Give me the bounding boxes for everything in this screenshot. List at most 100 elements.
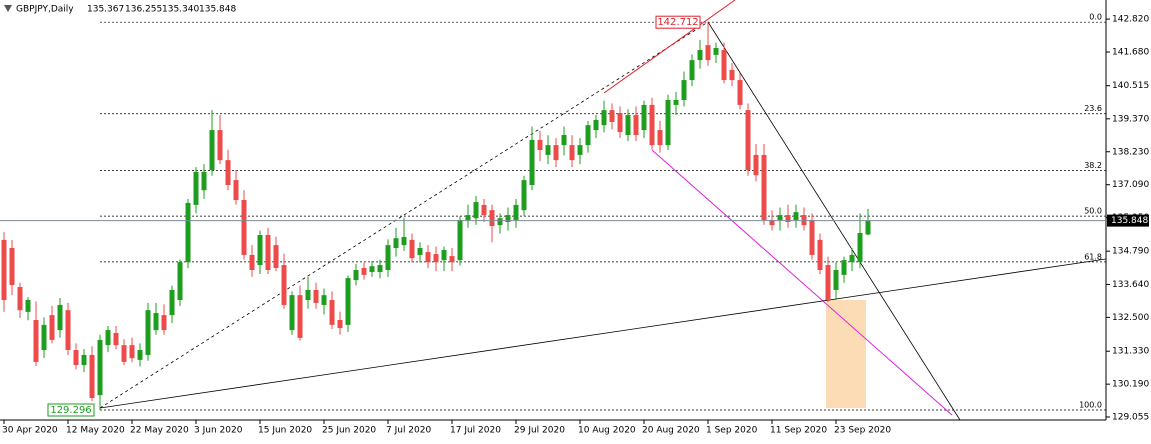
fib-label: 38.2 — [1084, 161, 1102, 170]
red-trend — [603, 0, 736, 94]
candle-body — [521, 180, 527, 211]
fibonacci-group: 0.0 23.6 38.2 50.0 61.8 100.0 — [100, 13, 1106, 411]
candle-body — [865, 220, 871, 235]
candle-body — [417, 248, 423, 255]
ohlc-open: 135.367 — [87, 5, 124, 15]
candle-body — [281, 265, 287, 305]
x-tick-label: 23 Sep 2020 — [834, 426, 891, 436]
candle-body — [337, 319, 343, 329]
candle-body — [545, 145, 551, 155]
y-tick-label: 129.055 — [1112, 412, 1149, 422]
x-tick-label: 3 Jun 2020 — [194, 426, 243, 436]
candle-body — [505, 215, 511, 222]
candle-body — [449, 256, 455, 263]
candle-body — [785, 215, 791, 222]
y-tick-label: 140.515 — [1112, 81, 1149, 91]
current-price-label: 135.848 — [1111, 216, 1148, 226]
candle-body — [345, 278, 351, 325]
y-tick-label: 133.640 — [1112, 280, 1149, 290]
candle-body — [233, 180, 239, 201]
y-tick-label: 141.680 — [1112, 48, 1149, 58]
candle-body — [465, 215, 471, 220]
candle-body — [273, 245, 279, 268]
candle-body — [689, 60, 695, 81]
x-tick-label: 11 Sep 2020 — [770, 426, 827, 436]
candle-body — [665, 100, 671, 146]
ohlc-high: 136.255 — [125, 5, 162, 15]
candle-body — [777, 215, 783, 220]
candle-body — [817, 239, 823, 270]
candle-body — [401, 237, 407, 246]
candle-body — [657, 130, 663, 146]
candle-body — [481, 204, 487, 216]
candle-body — [193, 171, 199, 205]
candle-body — [217, 130, 223, 161]
candle-body — [49, 315, 55, 340]
x-tick-label: 25 Jun 2020 — [322, 426, 376, 436]
candle-body — [561, 134, 567, 146]
ohlc-close: 135.848 — [199, 5, 236, 15]
x-tick-label: 17 Jul 2020 — [450, 426, 501, 436]
candle-body — [793, 212, 799, 220]
high-label-box — [655, 15, 701, 29]
y-tick-label: 130.190 — [1112, 380, 1149, 390]
candle-body — [41, 324, 47, 351]
candle-body — [105, 330, 111, 346]
candle-body — [297, 295, 303, 338]
x-tick-label: 20 Aug 2020 — [642, 426, 700, 436]
candle-body — [609, 110, 615, 122]
candle-body — [617, 113, 623, 133]
candle-body — [145, 310, 151, 355]
candle-body — [57, 304, 63, 331]
candle-body — [89, 354, 95, 399]
candle-body — [769, 219, 775, 226]
candle-body — [257, 235, 263, 266]
candle-body — [81, 354, 87, 366]
candle-body — [825, 265, 831, 301]
candle-body — [129, 345, 135, 359]
low-label: 129.296 — [50, 405, 91, 416]
candle-body — [161, 315, 167, 331]
fib-label: 100.0 — [1079, 400, 1102, 409]
candle-body — [433, 254, 439, 263]
support-trend — [99, 258, 1107, 409]
candle-body — [241, 200, 247, 255]
candle-body — [321, 295, 327, 305]
candle-body — [65, 310, 71, 351]
candle-body — [153, 313, 159, 331]
candle-body — [425, 252, 431, 263]
fib-label: 0.0 — [1089, 13, 1102, 22]
candle-body — [329, 300, 335, 325]
y-tick-label: 138.230 — [1112, 147, 1149, 157]
candle-body — [761, 154, 767, 220]
candle-body — [25, 300, 31, 312]
high-label: 142.712 — [657, 17, 698, 28]
y-tick-label: 132.500 — [1112, 313, 1149, 323]
candle-body — [249, 254, 255, 270]
candle-body — [97, 339, 103, 396]
candles — [1, 22, 871, 410]
candle-body — [313, 289, 319, 303]
y-tick-label: 131.330 — [1112, 347, 1149, 357]
candle-body — [649, 104, 655, 146]
candle-body — [409, 239, 415, 259]
candle-body — [473, 202, 479, 219]
current-price-box — [1107, 214, 1149, 227]
candle-body — [377, 265, 383, 273]
candle-body — [121, 345, 127, 362]
candle-body — [753, 154, 759, 176]
candle-body — [705, 45, 711, 61]
x-tick-label: 7 Jul 2020 — [386, 426, 431, 436]
candle-body — [169, 289, 175, 316]
candle-body — [833, 269, 839, 290]
ohlc-low: 135.340 — [162, 5, 199, 15]
candle-body — [681, 80, 687, 101]
x-tick-label: 12 May 2020 — [66, 426, 125, 436]
candle-body — [201, 171, 207, 191]
x-tick-label: 1 Sep 2020 — [706, 426, 758, 436]
candle-body — [177, 262, 183, 301]
dashed-trend — [99, 21, 709, 409]
candle-body — [369, 266, 375, 273]
x-tick-label: 30 Apr 2020 — [2, 426, 58, 436]
